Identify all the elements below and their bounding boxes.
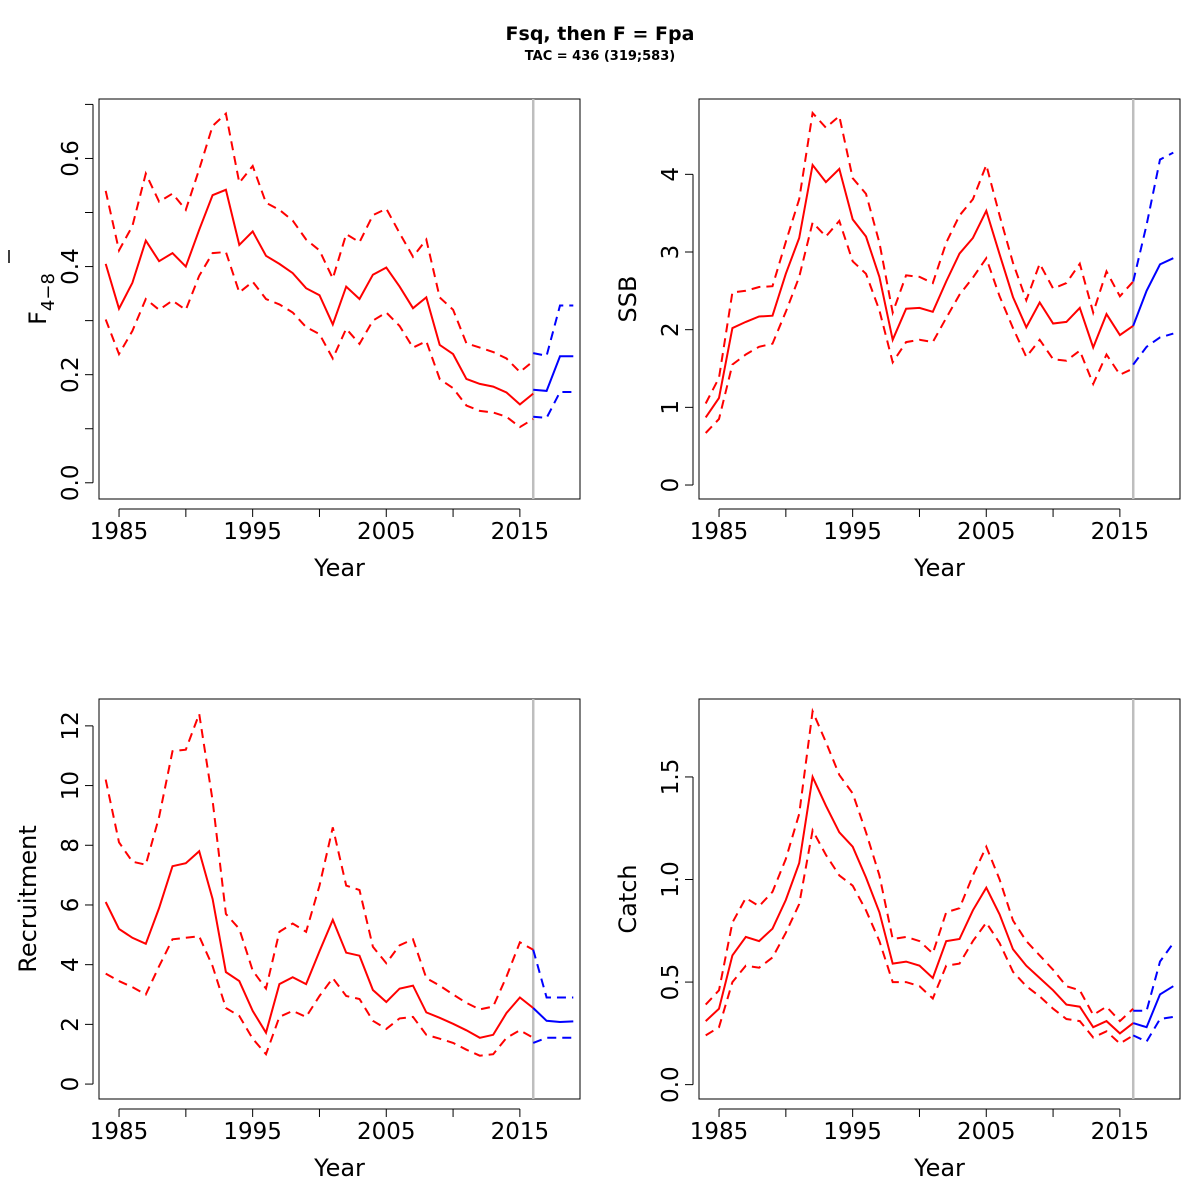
fbar-y-axis-title-subscript: 4−8 — [38, 273, 59, 311]
recruitment-y-axis: 0 2 4 6 8 10 12 — [58, 711, 94, 1092]
fbar-historical-upper-line — [104, 111, 534, 374]
fbar-y-tick-label: 0.6 — [58, 140, 84, 177]
ssb-historical-estimate-line — [704, 162, 1134, 418]
fbar-historical-lower-line — [104, 250, 534, 429]
panel-recruitment: 1985 1995 2005 2015 Year 0 2 4 6 8 10 12 Recruitment — [14, 698, 581, 1182]
catch-x-axis-title: Year — [913, 1154, 965, 1182]
ssb-x-tick-label: 1985 — [690, 519, 749, 545]
catch-y-tick-label: 0.0 — [658, 1066, 684, 1103]
ssb-y-tick-label: 2 — [658, 322, 684, 337]
figure-title: Fsq, then F = Fpa — [506, 23, 695, 45]
recruitment-x-tick-label: 1995 — [223, 1119, 282, 1145]
ssb-historical-lower-line — [704, 218, 1134, 434]
recruitment-x-axis: 1985 1995 2005 2015 — [90, 1108, 550, 1145]
fbar-historical-estimate-line — [104, 188, 534, 406]
fbar-x-tick-label: 2005 — [357, 519, 416, 545]
ssb-y-tick-label: 1 — [658, 400, 684, 415]
catch-projection-estimate-line — [1132, 985, 1174, 1029]
ssb-x-axis: 1985 1995 2005 2015 — [690, 508, 1150, 545]
recruitment-historical-lower-line — [105, 935, 534, 1057]
ssb-y-tick-label: 3 — [658, 245, 684, 260]
recruitment-y-tick-label: 4 — [58, 957, 84, 972]
fbar-y-tick-label: 0.4 — [58, 248, 84, 285]
fbar-projection-estimate-line — [533, 355, 574, 392]
fbar-x-tick-label: 1985 — [90, 519, 149, 545]
recruitment-y-tick-label: 8 — [58, 838, 84, 853]
ssb-x-axis-title: Year — [913, 554, 965, 582]
recruitment-projection-lower-line — [532, 1036, 574, 1044]
recruitment-projection-upper-line — [532, 949, 574, 999]
recruitment-y-tick-label: 0 — [58, 1077, 84, 1092]
catch-historical-lower-line — [705, 827, 1134, 1045]
ssb-y-axis-title: SSB — [614, 276, 642, 323]
catch-y-axis: 0.0 0.5 1.0 1.5 — [658, 759, 694, 1103]
recruitment-y-axis-title: Recruitment — [14, 825, 42, 972]
catch-y-tick-label: 1.0 — [658, 861, 684, 898]
recruitment-y-tick-label: 6 — [58, 898, 84, 913]
recruitment-y-tick-label: 2 — [58, 1017, 84, 1032]
catch-x-tick-label: 1995 — [823, 1119, 882, 1145]
fbar-x-axis: 1985 1995 2005 2015 — [90, 508, 550, 545]
fbar-y-tick-label: 0.2 — [58, 356, 84, 393]
ssb-x-tick-label: 2005 — [957, 519, 1016, 545]
recruitment-historical-upper-line — [104, 709, 534, 1011]
recruitment-plot-frame — [98, 698, 581, 1100]
panel-ssb: 1985 1995 2005 2015 Year 0 1 2 3 4 SSB — [614, 98, 1181, 582]
panel-catch: 1985 1995 2005 2015 Year 0.0 0.5 1.0 1.5 Catch — [614, 698, 1181, 1182]
ssb-x-tick-label: 1995 — [823, 519, 882, 545]
fbar-y-axis: 0.0 0.2 0.4 0.6 — [58, 103, 94, 501]
fbar-projection-upper-line — [533, 304, 574, 357]
fbar-plot-frame — [98, 98, 581, 500]
catch-x-tick-label: 1985 — [690, 1119, 749, 1145]
catch-y-tick-label: 1.5 — [658, 759, 684, 796]
fbar-x-tick-label: 2015 — [491, 519, 550, 545]
fbar-y-axis-title-main: F — [24, 311, 52, 325]
recruitment-projection-estimate-line — [532, 1007, 574, 1024]
catch-x-axis: 1985 1995 2005 2015 — [690, 1108, 1150, 1145]
ssb-y-tick-label: 4 — [658, 167, 684, 182]
ssb-projection-upper-line — [1132, 151, 1174, 282]
recruitment-x-tick-label: 1985 — [90, 1119, 149, 1145]
catch-historical-estimate-line — [705, 773, 1134, 1035]
recruitment-x-tick-label: 2015 — [491, 1119, 550, 1145]
catch-historical-upper-line — [704, 707, 1134, 1023]
figure-subtitle: TAC = 436 (319;583) — [525, 49, 675, 64]
ssb-historical-upper-line — [704, 110, 1134, 404]
catch-y-axis-title: Catch — [614, 864, 642, 933]
catch-y-tick-label: 0.5 — [658, 964, 684, 1001]
ssb-x-tick-label: 2015 — [1091, 519, 1150, 545]
catch-x-tick-label: 2005 — [957, 1119, 1016, 1145]
fbar-x-tick-label: 1995 — [223, 519, 282, 545]
ssb-y-tick-label: 0 — [658, 478, 684, 493]
panel-fbar: 1985 1995 2005 2015 Year 0.0 0.2 0.4 0.6 F4−8 — [8, 98, 581, 582]
recruitment-historical-estimate-line — [104, 849, 534, 1039]
ssb-plot-frame — [698, 98, 1181, 500]
fbar-y-axis-title: F4−8 — [24, 273, 59, 325]
fbar-x-axis-title: Year — [313, 554, 365, 582]
catch-projection-upper-line — [1133, 942, 1175, 1012]
ssb-projection-estimate-line — [1132, 257, 1174, 327]
catch-x-tick-label: 2015 — [1091, 1119, 1150, 1145]
catch-plot-frame — [698, 698, 1181, 1100]
fbar-y-tick-label: 0.0 — [58, 464, 84, 501]
ssb-y-axis: 0 1 2 3 4 — [658, 167, 694, 493]
recruitment-x-tick-label: 2005 — [357, 1119, 416, 1145]
catch-projection-lower-line — [1132, 1015, 1174, 1043]
recruitment-x-axis-title: Year — [313, 1154, 365, 1182]
recruitment-y-tick-label: 12 — [58, 711, 84, 740]
recruitment-y-tick-label: 10 — [58, 771, 84, 800]
ssb-projection-lower-line — [1132, 332, 1174, 366]
fbar-projection-lower-line — [533, 391, 574, 419]
